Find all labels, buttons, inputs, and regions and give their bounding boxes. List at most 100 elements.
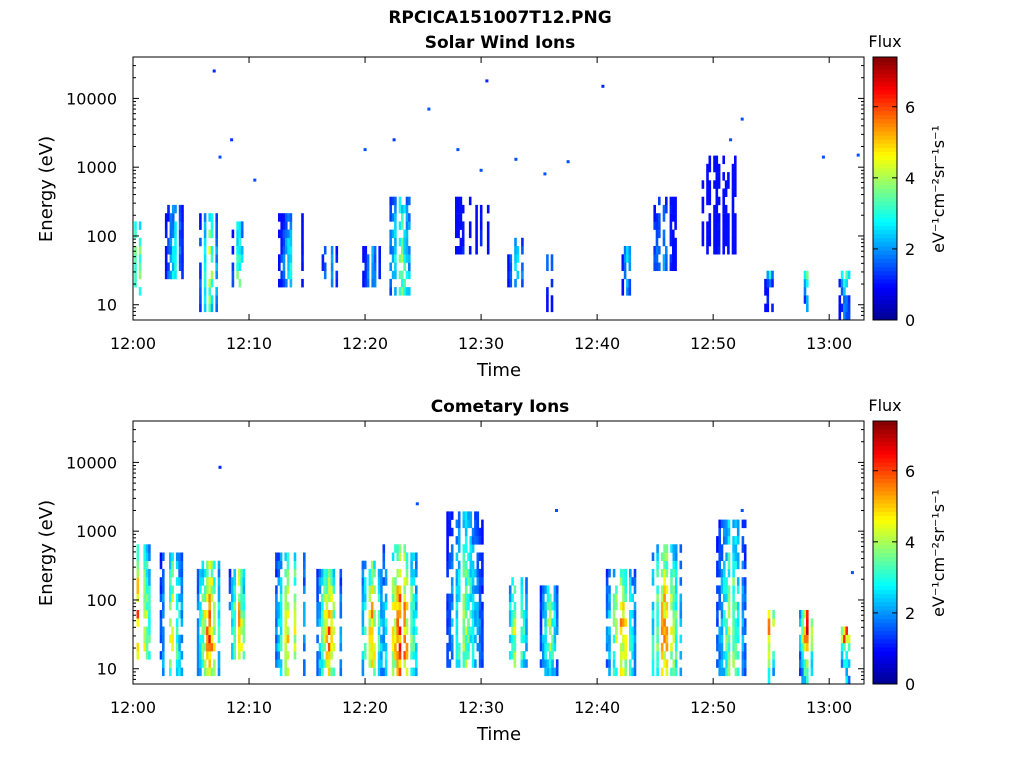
flux-point xyxy=(479,168,483,172)
flux-burst xyxy=(228,568,246,660)
colorbar-segment xyxy=(873,605,897,611)
flux-point xyxy=(729,138,733,142)
flux-point xyxy=(566,160,570,164)
flux-burst xyxy=(159,552,184,677)
colorbar-segment xyxy=(873,303,897,309)
colorbar-tick-label: 4 xyxy=(905,533,915,552)
colorbar-segment xyxy=(873,429,897,434)
colorbar-segment xyxy=(873,172,897,177)
colorbar-title: Flux xyxy=(868,396,901,415)
colorbar-segment xyxy=(873,287,897,292)
colorbar-segment xyxy=(873,642,897,648)
colorbar-frame xyxy=(872,420,898,685)
colorbar-segment xyxy=(873,437,897,443)
colorbar-segment xyxy=(873,196,897,202)
y-tick-label: 10000 xyxy=(66,453,117,472)
colorbar-segment xyxy=(873,130,897,136)
flux-burst xyxy=(316,568,343,677)
colorbar-frame xyxy=(872,56,898,321)
spectrogram-cometary xyxy=(136,465,854,685)
colorbar-segment xyxy=(873,515,897,521)
colorbar-segment xyxy=(873,494,897,500)
flux-burst xyxy=(803,270,809,313)
colorbar-segment xyxy=(873,184,897,189)
y-axis-label: Energy (eV) xyxy=(36,136,57,242)
colorbar-title: Flux xyxy=(868,32,901,51)
colorbar-segment xyxy=(873,581,897,586)
colorbar-tick-label: 2 xyxy=(905,240,915,259)
colorbar-segment xyxy=(873,655,897,660)
plot-frame xyxy=(132,56,865,321)
x-tick-label: 12:40 xyxy=(574,698,620,717)
colorbar-segment xyxy=(873,499,897,504)
flux-burst xyxy=(605,568,637,677)
colorbar-segment xyxy=(873,274,897,280)
spectrogram-solar-wind xyxy=(134,69,860,321)
colorbar-segment xyxy=(873,482,897,488)
colorbar-segment xyxy=(873,486,897,492)
flux-burst xyxy=(716,519,747,677)
colorbar-tick-label: 2 xyxy=(905,604,915,623)
colorbar-segment xyxy=(873,593,897,599)
flux-point xyxy=(740,509,744,512)
colorbar-segment xyxy=(873,315,897,321)
colorbar-segment xyxy=(873,519,897,525)
flux-burst xyxy=(764,270,774,313)
colorbar-segment xyxy=(873,425,897,430)
flux-burst xyxy=(701,155,737,255)
flux-burst xyxy=(361,560,383,677)
colorbar-segment xyxy=(873,89,897,95)
colorbar-segment xyxy=(873,229,897,235)
colorbar-segment xyxy=(873,523,897,529)
flux-point xyxy=(230,138,234,142)
flux-burst xyxy=(799,610,814,685)
colorbar-segment xyxy=(873,421,897,426)
colorbar-segment xyxy=(873,237,897,243)
colorbar-segment xyxy=(873,540,897,545)
x-tick-label: 13:00 xyxy=(806,698,852,717)
flux-burst xyxy=(767,610,775,685)
x-axis-label: Time xyxy=(476,724,521,745)
x-tick-label: 12:40 xyxy=(574,334,620,353)
colorbar-segment xyxy=(873,98,897,103)
colorbar-tick-label: 4 xyxy=(905,169,915,188)
colorbar-segment xyxy=(873,462,897,467)
colorbar-segment xyxy=(873,589,897,595)
colorbar-segment xyxy=(873,241,897,247)
flux-burst xyxy=(446,511,484,668)
flux-points xyxy=(218,465,854,575)
colorbar-segment xyxy=(873,114,897,120)
colorbar-segment xyxy=(873,433,897,438)
x-tick-label: 12:10 xyxy=(226,698,272,717)
colorbar-tick-label: 6 xyxy=(905,98,915,117)
x-tick-label: 12:00 xyxy=(110,698,156,717)
x-axis: 12:00 12:10 12:20 12:30 12:40 12:50 13:00 xyxy=(110,421,852,717)
flux-burst xyxy=(507,237,524,288)
flux-burst xyxy=(455,196,472,255)
y-tick-label: 100 xyxy=(86,591,117,610)
flux-burst xyxy=(231,221,244,288)
flux-burst xyxy=(278,213,304,288)
chart-title: Solar Wind Ions xyxy=(425,33,576,53)
colorbar-segment xyxy=(873,233,897,239)
colorbar-segment xyxy=(873,527,897,533)
colorbar-segment xyxy=(873,167,897,173)
colorbar-segment xyxy=(873,679,897,685)
colorbar-segment xyxy=(873,246,897,251)
colorbar-segment xyxy=(873,221,897,226)
colorbar-segment xyxy=(873,143,897,148)
colorbar-segment xyxy=(873,254,897,259)
colorbar-segment xyxy=(873,192,897,198)
colorbar-segment xyxy=(873,585,897,590)
colorbar-segment xyxy=(873,147,897,153)
colorbar-segment xyxy=(873,507,897,512)
flux-point xyxy=(740,117,744,121)
flux-point xyxy=(415,502,419,506)
colorbar-segment xyxy=(873,536,897,541)
colorbar-segment xyxy=(873,69,897,74)
y-tick-label: 1000 xyxy=(76,158,117,177)
colorbar-segment xyxy=(873,638,897,644)
colorbar-segment xyxy=(873,552,897,558)
flux-point xyxy=(392,138,396,142)
flux-point xyxy=(427,107,431,111)
